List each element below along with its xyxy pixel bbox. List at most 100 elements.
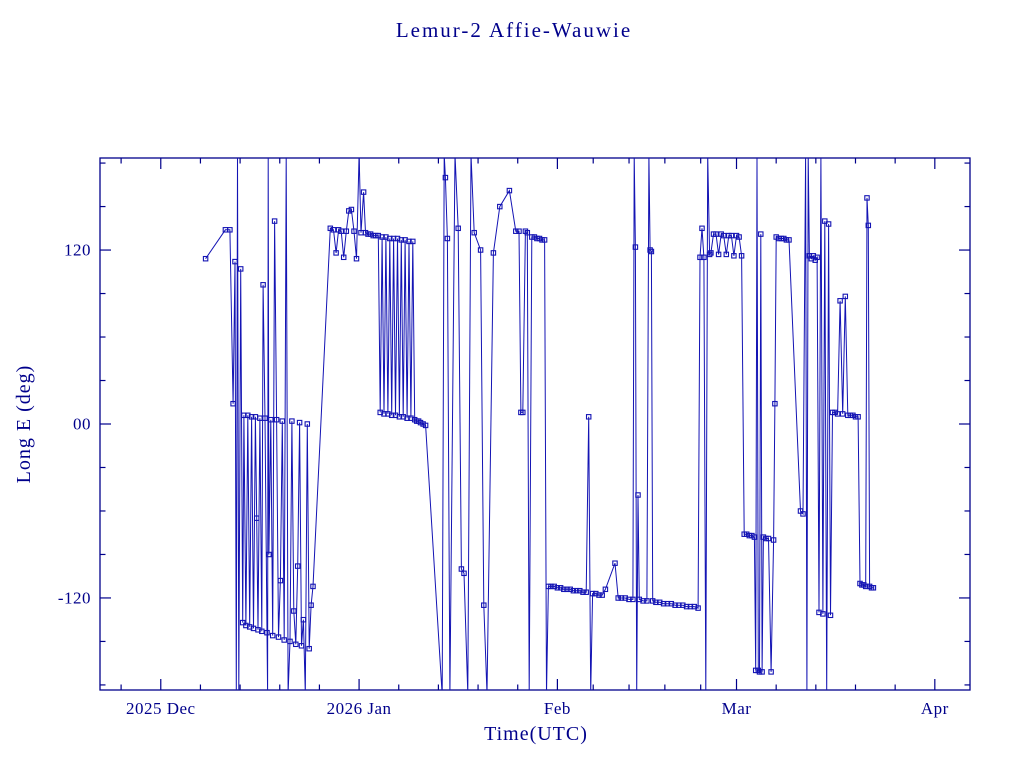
y-tick-label: 00 — [73, 415, 91, 434]
data-point-marker — [239, 619, 246, 626]
data-point-marker — [589, 590, 596, 597]
data-point-marker — [497, 203, 503, 210]
data-point-marker — [466, 691, 470, 695]
data-point-marker — [327, 225, 334, 232]
data-point-marker — [461, 570, 467, 577]
data-point-marker — [237, 266, 244, 272]
data-point-marker — [865, 222, 872, 229]
data-point-marker — [660, 600, 667, 607]
data-point-marker — [284, 152, 288, 156]
data-point-marker — [377, 409, 383, 416]
data-point-marker — [260, 282, 266, 288]
data-point-marker — [814, 254, 820, 261]
data-point-marker — [632, 152, 636, 156]
x-tick-label: 2026 Jan — [327, 699, 392, 718]
data-point-marker — [636, 596, 643, 603]
data-point-marker — [506, 187, 513, 194]
data-point-marker — [825, 691, 829, 695]
data-point-marker — [304, 421, 311, 427]
data-point-marker — [648, 248, 655, 255]
data-point-marker — [357, 152, 361, 156]
data-point-marker — [477, 247, 484, 253]
data-point-marker — [839, 411, 846, 417]
data-point-marker — [281, 637, 287, 643]
data-point-marker — [440, 693, 444, 697]
data-point-marker — [235, 152, 239, 156]
plot-area: 2025 Dec 2026 Jan Feb Mar Apr 120 00 -120 — [58, 152, 971, 718]
data-point-marker — [770, 537, 777, 543]
data-point-marker — [455, 225, 461, 232]
data-point-marker — [715, 251, 722, 258]
data-point-marker — [683, 603, 690, 610]
data-point-marker — [268, 416, 274, 423]
data-point-marker — [822, 218, 828, 224]
data-point-marker — [786, 237, 792, 243]
data-point-marker — [248, 414, 255, 420]
data-point-marker — [527, 691, 531, 695]
data-point-marker — [520, 409, 526, 416]
data-point-marker — [396, 414, 403, 420]
x-tick-label: Feb — [544, 699, 571, 718]
data-point-marker — [202, 255, 209, 262]
data-point-marker — [410, 238, 416, 245]
data-point-marker — [720, 232, 727, 239]
data-point-marker — [262, 415, 268, 421]
data-point-marker — [306, 645, 312, 652]
data-polyline — [205, 158, 874, 690]
data-point-marker — [805, 691, 809, 695]
data-point-marker — [404, 415, 410, 421]
data-point-marker — [567, 586, 573, 593]
data-point-marker — [622, 595, 628, 601]
data-point-marker — [855, 414, 861, 420]
data-point-marker — [758, 231, 764, 237]
data-point-marker — [615, 595, 621, 601]
data-point-marker — [448, 693, 452, 697]
data-point-marker — [287, 638, 293, 645]
data-point-marker — [234, 691, 238, 695]
data-point-marker — [632, 244, 639, 250]
data-point-marker — [485, 691, 489, 695]
data-point-marker — [516, 228, 522, 234]
data-point-marker — [728, 232, 735, 239]
data-point-marker — [269, 632, 276, 639]
data-point-marker — [647, 247, 653, 253]
data-point-marker — [768, 669, 774, 675]
data-point-marker — [442, 174, 449, 181]
data-point-marker — [800, 511, 806, 517]
chart-title: Lemur-2 Affie-Wauwie — [396, 18, 632, 42]
data-point-marker — [279, 418, 286, 424]
data-point-marker — [680, 602, 686, 608]
data-point-marker — [653, 599, 659, 606]
data-point-marker — [471, 229, 477, 236]
data-point-marker — [298, 643, 305, 649]
data-point-marker — [442, 152, 446, 156]
data-point-marker — [635, 492, 641, 498]
data-point-marker — [706, 152, 710, 156]
data-point-marker — [573, 587, 580, 594]
data-point-marker — [310, 583, 316, 590]
data-point-marker — [759, 669, 765, 675]
data-point-marker — [253, 515, 260, 521]
data-point-marker — [691, 603, 698, 610]
data-point-marker — [755, 152, 759, 156]
x-tick-label: Mar — [722, 699, 752, 718]
data-point-marker — [338, 228, 344, 234]
data-point-marker — [294, 563, 301, 569]
data-point-marker — [570, 587, 577, 594]
data-point-marker — [803, 152, 807, 156]
data-point-marker — [640, 598, 646, 604]
data-point-marker — [583, 589, 589, 595]
data-point-marker — [259, 628, 265, 635]
x-tick-label: Apr — [921, 699, 949, 718]
data-point-marker — [602, 586, 609, 593]
data-point-marker — [544, 691, 548, 695]
data-point-marker — [551, 583, 557, 590]
data-point-marker — [266, 551, 272, 558]
data-point-marker — [577, 587, 583, 594]
data-point-marker — [481, 602, 487, 608]
data-point-marker — [351, 228, 357, 234]
data-point-marker — [548, 583, 554, 590]
data-point-marker — [695, 605, 701, 611]
